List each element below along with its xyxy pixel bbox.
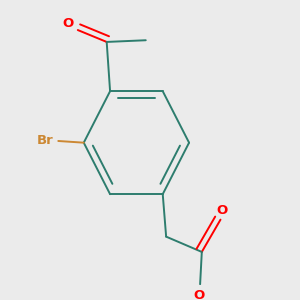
Text: O: O xyxy=(63,17,74,30)
Text: Br: Br xyxy=(37,134,54,148)
Text: O: O xyxy=(194,289,205,300)
Text: O: O xyxy=(217,204,228,217)
